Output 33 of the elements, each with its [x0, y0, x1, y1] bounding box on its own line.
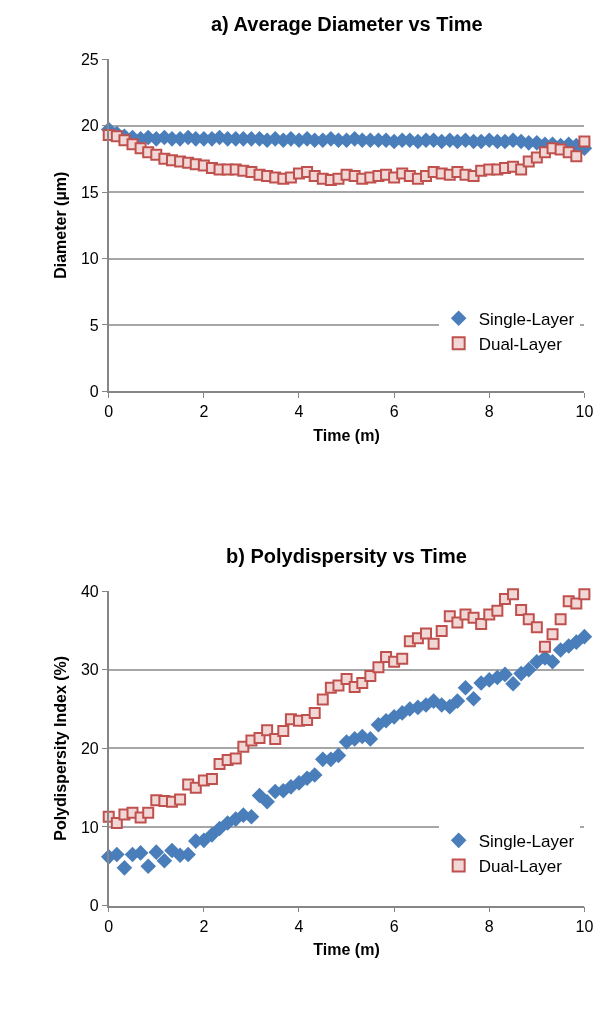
x-tick-label: 0	[104, 917, 114, 935]
chart-title: b) Polydispersity vs Time	[226, 545, 467, 567]
x-tick-label: 8	[484, 917, 494, 935]
y-axis-title: Polydispersity Index (%)	[52, 655, 70, 841]
y-tick-label: 15	[80, 183, 99, 201]
y-tick-label: 0	[89, 897, 99, 915]
legend-label: Dual-Layer	[478, 857, 563, 877]
y-tick-label: 25	[80, 50, 99, 68]
y-tick-label: 5	[89, 316, 99, 334]
chart-title: a) Average Diameter vs Time	[211, 13, 483, 35]
legend-label: Single-Layer	[478, 309, 575, 329]
legend-label: Dual-Layer	[478, 334, 563, 354]
y-tick-label: 30	[80, 661, 99, 679]
x-tick-label: 6	[389, 403, 399, 421]
x-axis-title: Time (m)	[313, 940, 380, 958]
y-tick-label: 40	[80, 582, 99, 600]
y-tick-label: 0	[89, 383, 99, 401]
x-tick-label: 6	[389, 917, 399, 935]
x-tick-label: 10	[575, 403, 594, 421]
y-tick-label: 20	[80, 117, 99, 135]
x-tick-label: 10	[575, 917, 594, 935]
y-tick-label: 10	[80, 818, 99, 836]
y-axis-title: Diameter (µm)	[52, 171, 70, 279]
legend-label: Single-Layer	[478, 832, 575, 851]
x-tick-label: 2	[199, 403, 209, 421]
x-tick-label: 4	[294, 917, 304, 935]
x-tick-label: 2	[199, 917, 209, 935]
y-tick-label: 20	[80, 739, 99, 757]
x-tick-label: 4	[294, 403, 304, 421]
x-axis-title: Time (m)	[313, 426, 380, 444]
y-tick-label: 10	[80, 250, 99, 268]
x-tick-label: 8	[484, 403, 494, 421]
x-tick-label: 0	[104, 403, 114, 421]
